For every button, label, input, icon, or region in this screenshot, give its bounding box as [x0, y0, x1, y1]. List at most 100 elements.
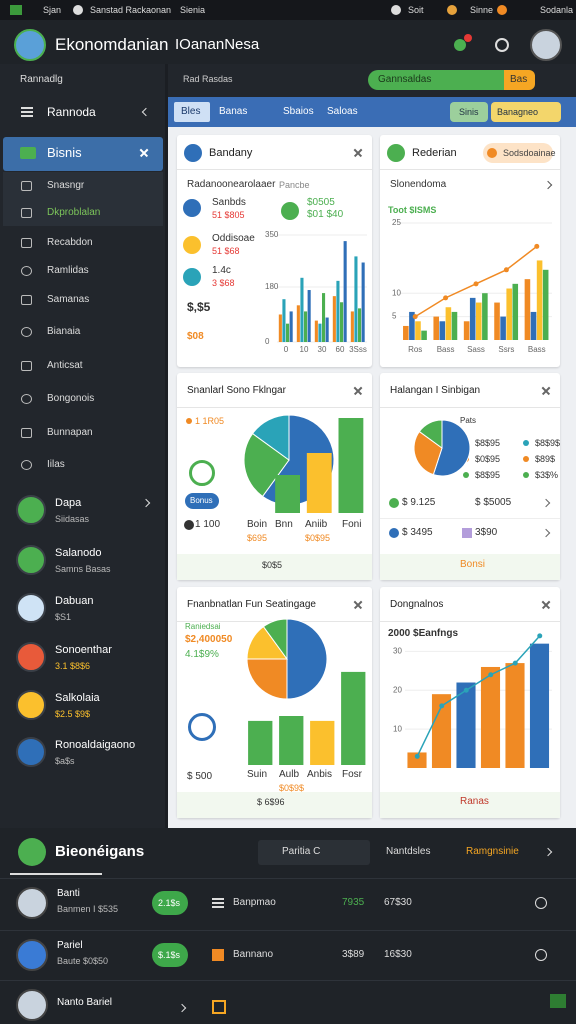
- icon: [487, 148, 497, 158]
- card: Bandany Radanoonearolaaer Pancbe Sanbds 51 $…: [177, 135, 372, 367]
- x-tick-label: Bass: [528, 345, 546, 354]
- label[interactable]: Iilas: [47, 459, 65, 470]
- label: $2,400050: [185, 634, 233, 645]
- bar: [279, 716, 304, 765]
- label[interactable]: Sonoenthar: [55, 644, 112, 656]
- button[interactable]: [504, 70, 535, 90]
- icon: [523, 456, 529, 462]
- label[interactable]: Bles: [181, 106, 201, 117]
- label[interactable]: Ramgnsinie: [466, 846, 519, 857]
- button[interactable]: [185, 493, 219, 509]
- label: Baute $0$50: [57, 956, 109, 966]
- label[interactable]: Bonus: [190, 496, 213, 505]
- underline: [10, 873, 102, 875]
- search[interactable]: [258, 840, 370, 865]
- bar: [480, 666, 501, 768]
- bar: [325, 317, 329, 342]
- bar: [296, 305, 300, 342]
- label[interactable]: Salkolaia: [55, 692, 100, 704]
- label[interactable]: Bas: [510, 74, 528, 85]
- label[interactable]: Recabdon: [47, 237, 93, 248]
- y-tick-label: 10: [392, 288, 401, 297]
- label[interactable]: Ronoaldaigaono: [55, 739, 136, 751]
- label: Sjan: [43, 5, 62, 15]
- y-tick-label: 180: [265, 282, 279, 291]
- icon: [16, 989, 48, 1021]
- label: Sanstad Rackaonan: [90, 5, 172, 15]
- label: Sinne: [470, 5, 494, 15]
- tab-button[interactable]: [491, 102, 561, 122]
- label[interactable]: Snasngr: [47, 180, 85, 191]
- label[interactable]: Salanodo: [55, 547, 102, 559]
- label: 1 100: [195, 519, 221, 530]
- tab-active[interactable]: [174, 102, 210, 122]
- bar: [289, 311, 293, 342]
- line-point: [537, 633, 543, 639]
- icon: [16, 495, 46, 525]
- label[interactable]: Saloas: [327, 106, 358, 117]
- icon: [523, 472, 529, 478]
- icon: [16, 690, 46, 720]
- icon: [535, 949, 547, 961]
- tab-button[interactable]: [450, 102, 488, 122]
- card: Dongnalnos 2000 $Eanfngs Ranas 10 20 30: [380, 587, 560, 818]
- icon: [14, 29, 46, 61]
- label[interactable]: Pariel: [57, 940, 83, 951]
- bar: [304, 311, 308, 342]
- label[interactable]: Banti: [57, 888, 80, 899]
- x-tick-label: Sass: [467, 345, 485, 354]
- label: $0$9$: [279, 783, 305, 793]
- bar: [338, 418, 364, 513]
- icon: [21, 327, 32, 337]
- line-point: [473, 281, 479, 287]
- button[interactable]: [483, 143, 553, 163]
- label[interactable]: Anticsat: [47, 360, 83, 371]
- icon: [389, 498, 399, 508]
- icon: [464, 34, 472, 42]
- label[interactable]: Nanto Bariel: [57, 997, 113, 1008]
- line: [416, 635, 541, 757]
- icon: [183, 199, 201, 217]
- divider: [380, 169, 560, 170]
- bar: [445, 307, 452, 340]
- icon: [16, 887, 48, 919]
- icon: [21, 394, 32, 404]
- label[interactable]: Banas: [219, 106, 248, 117]
- bar: [456, 682, 476, 768]
- label[interactable]: Ramlidas: [47, 265, 89, 276]
- bar: [476, 302, 482, 340]
- bar: [300, 277, 304, 342]
- label: Raniedsai: [185, 622, 221, 631]
- label: Rederian: [412, 147, 457, 159]
- label[interactable]: Paritia C: [282, 846, 321, 857]
- label[interactable]: Sinis: [459, 107, 479, 117]
- label: Rannadlg: [20, 74, 63, 85]
- label[interactable]: Bianaia: [47, 326, 81, 337]
- label: Bannano: [233, 949, 274, 960]
- icon: [21, 428, 32, 438]
- x-tick-label: Bass: [437, 345, 455, 354]
- label: 3.1 $8$6: [55, 661, 91, 671]
- label[interactable]: Sodsdoainae: [503, 148, 556, 158]
- label[interactable]: Samanas: [47, 294, 90, 305]
- list-icon: [212, 906, 224, 908]
- bar: [409, 311, 415, 340]
- bar: [278, 314, 282, 342]
- label[interactable]: Bunnapan: [47, 427, 93, 438]
- label[interactable]: Dapa: [55, 497, 82, 509]
- label: $,$5: [187, 300, 211, 314]
- label[interactable]: Sbaios: [283, 106, 314, 117]
- bar: [282, 299, 286, 342]
- label[interactable]: Nantdsles: [386, 846, 431, 857]
- label[interactable]: Dkproblalan: [47, 207, 101, 218]
- label[interactable]: Dabuan: [55, 595, 94, 607]
- label[interactable]: Bisnis: [47, 145, 82, 160]
- label: Halangan I Sinbigan: [390, 385, 481, 396]
- label: $ 6$96: [257, 797, 285, 807]
- label[interactable]: Bongonois: [47, 393, 95, 404]
- footer: [380, 792, 560, 818]
- label[interactable]: Banagneo: [497, 107, 539, 117]
- bar: [361, 262, 365, 342]
- label: Aulb: [279, 769, 300, 780]
- menu-icon: [21, 107, 33, 109]
